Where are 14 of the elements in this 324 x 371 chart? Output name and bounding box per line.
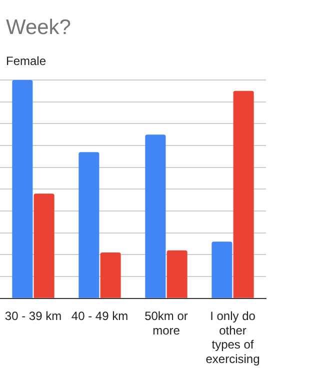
bar (233, 90, 254, 298)
bar (12, 80, 33, 298)
chart-title: Week? (6, 16, 71, 40)
chart-subtitle: Female (6, 54, 46, 68)
bar (166, 250, 188, 298)
x-tick-label: 30 - 39 km (4, 308, 62, 323)
bar (78, 152, 100, 298)
x-tick-label: 40 - 49 km (71, 308, 128, 323)
bar (100, 252, 121, 298)
bar (145, 134, 166, 298)
bar (212, 242, 232, 298)
x-tick-label: I only do other types of exercising (206, 308, 260, 366)
bar (34, 194, 54, 298)
x-tick-label: 50km or more (144, 308, 188, 338)
